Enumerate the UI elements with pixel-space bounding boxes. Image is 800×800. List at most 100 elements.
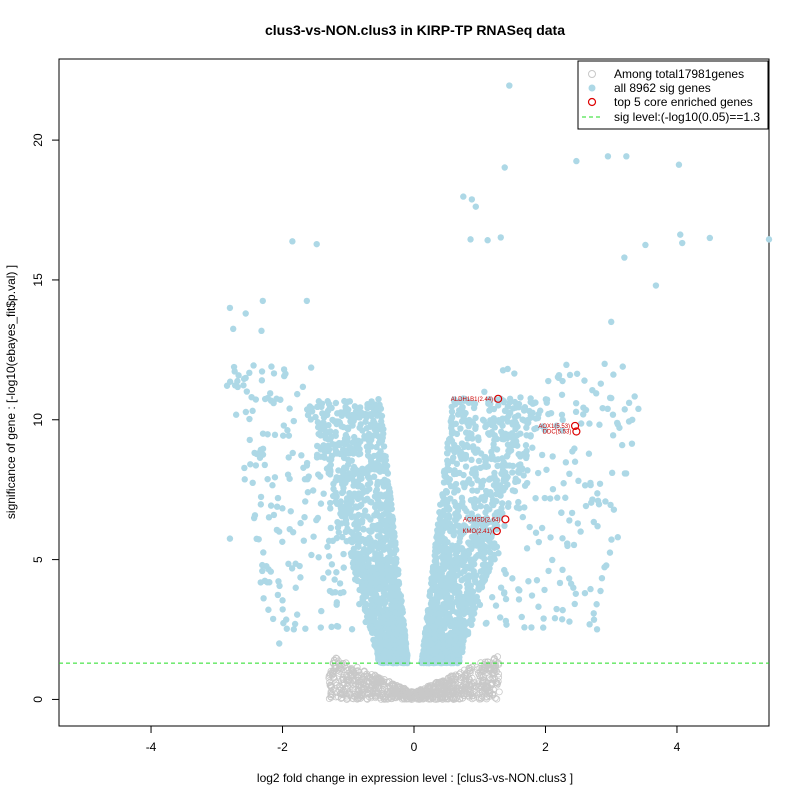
sig-gene-point bbox=[258, 368, 266, 375]
sig-gene-point bbox=[677, 231, 684, 238]
y-axis-label: significance of gene : [-log10(ebayes_fi… bbox=[4, 265, 18, 519]
sig-gene-point bbox=[261, 461, 268, 469]
sig-gene-point bbox=[515, 596, 523, 603]
sig-gene-point bbox=[265, 514, 273, 521]
sig-gene-point bbox=[450, 489, 458, 496]
sig-gene-point bbox=[590, 518, 597, 526]
sig-gene-point bbox=[226, 304, 234, 312]
sig-gene-point bbox=[520, 472, 527, 479]
sig-gene-point bbox=[317, 453, 325, 460]
gene-point bbox=[353, 663, 361, 671]
sig-gene-point bbox=[241, 476, 248, 483]
sig-gene-point bbox=[608, 318, 615, 326]
sig-gene-point bbox=[526, 523, 533, 531]
sig-gene-point bbox=[259, 561, 266, 569]
sig-gene-point bbox=[593, 390, 600, 397]
sig-gene-point bbox=[336, 580, 344, 587]
gene-point bbox=[432, 688, 440, 695]
sig-gene-point bbox=[356, 600, 363, 608]
sig-gene-point bbox=[467, 236, 474, 243]
sig-gene-point bbox=[366, 534, 373, 542]
sig-gene-point bbox=[484, 567, 491, 574]
sig-gene-point bbox=[572, 408, 580, 416]
sig-gene-point bbox=[328, 561, 336, 568]
sig-gene-point bbox=[352, 550, 359, 558]
sig-gene-point bbox=[316, 473, 324, 480]
sig-gene-point bbox=[234, 383, 241, 391]
sig-gene-point bbox=[297, 574, 304, 581]
sig-gene-point bbox=[266, 390, 274, 397]
sig-gene-point bbox=[479, 416, 487, 424]
sig-gene-point bbox=[540, 615, 547, 622]
sig-gene-point bbox=[494, 462, 501, 470]
sig-gene-point bbox=[509, 469, 516, 476]
gene-point bbox=[481, 663, 488, 671]
sig-gene-point bbox=[522, 442, 530, 449]
sig-gene-point bbox=[468, 456, 475, 464]
sig-gene-point bbox=[577, 420, 585, 427]
sig-gene-point bbox=[625, 399, 633, 407]
sig-gene-point bbox=[384, 574, 392, 582]
sig-gene-point bbox=[570, 584, 577, 591]
sig-gene-point bbox=[556, 579, 564, 587]
sig-gene-point bbox=[373, 427, 380, 435]
sig-gene-point bbox=[601, 564, 608, 571]
sig-gene-point bbox=[444, 460, 452, 468]
gene-point bbox=[440, 679, 448, 687]
sig-gene-point bbox=[338, 423, 345, 430]
sig-gene-point bbox=[538, 451, 546, 459]
gene-point bbox=[373, 673, 381, 681]
gene-point bbox=[386, 694, 394, 701]
sig-gene-point bbox=[475, 436, 482, 444]
sig-gene-point bbox=[574, 520, 582, 527]
sig-gene-point bbox=[454, 507, 462, 515]
sig-gene-point bbox=[545, 567, 552, 575]
sig-gene-point bbox=[293, 611, 301, 618]
x-axis: -4 -2 0 2 4 bbox=[146, 725, 681, 754]
gene-point bbox=[354, 676, 362, 684]
sig-gene-point bbox=[521, 482, 529, 489]
sig-gene-point bbox=[480, 550, 488, 557]
gene-point bbox=[350, 671, 358, 679]
sig-gene-point bbox=[621, 470, 629, 477]
sig-gene-point bbox=[351, 403, 359, 410]
sig-gene-point bbox=[431, 635, 438, 642]
gene-point bbox=[477, 694, 485, 702]
sig-gene-point bbox=[425, 611, 432, 618]
sig-gene-point bbox=[384, 516, 391, 523]
sig-gene-point bbox=[433, 583, 440, 590]
sig-gene-point bbox=[251, 449, 258, 457]
sig-gene-point bbox=[551, 615, 559, 622]
sig-gene-point bbox=[616, 424, 623, 431]
sig-gene-point bbox=[386, 553, 393, 561]
sig-gene-point bbox=[373, 542, 380, 550]
sig-gene-point bbox=[431, 571, 439, 579]
gene-point bbox=[476, 664, 484, 672]
gene-point bbox=[335, 665, 343, 673]
gene-point bbox=[476, 668, 484, 676]
gene-point bbox=[415, 695, 423, 703]
gene-point bbox=[333, 655, 341, 663]
sig-gene-point bbox=[328, 623, 335, 631]
gene-point bbox=[368, 671, 376, 678]
sig-gene-point bbox=[532, 494, 539, 502]
sig-gene-point bbox=[358, 517, 366, 524]
sig-gene-point bbox=[527, 433, 534, 440]
sig-gene-point bbox=[397, 640, 405, 647]
sig-gene-point bbox=[338, 503, 345, 511]
core-gene-label: DDC(5.53) bbox=[543, 430, 572, 436]
sig-gene-point bbox=[461, 553, 468, 560]
gene-point bbox=[398, 691, 406, 699]
sig-gene-point bbox=[378, 413, 385, 420]
sig-gene-point bbox=[608, 536, 615, 543]
sig-gene-point bbox=[351, 564, 358, 571]
sig-gene-point bbox=[594, 497, 602, 505]
gene-point bbox=[344, 664, 352, 671]
sig-gene-point bbox=[356, 450, 364, 457]
sig-gene-point bbox=[271, 474, 279, 481]
sig-gene-point bbox=[342, 403, 349, 411]
sig-gene-point bbox=[489, 541, 497, 549]
sig-gene-point bbox=[356, 424, 363, 431]
sig-gene-point bbox=[367, 498, 374, 505]
sig-gene-point bbox=[642, 241, 649, 249]
